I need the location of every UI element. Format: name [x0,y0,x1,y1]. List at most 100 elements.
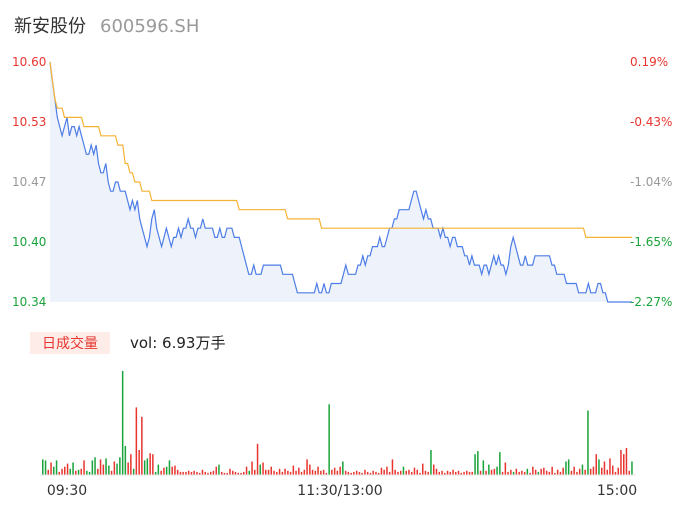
volume-bar [75,470,77,475]
volume-bar [416,469,419,475]
y-tick-right: -2.27% [630,295,672,309]
x-tick-label: 09:30 [47,483,87,499]
y-axis-left-price: 10.60 10.53 10.47 10.40 10.34 [12,55,46,309]
volume-bar [201,469,204,475]
volume-bar [108,465,110,475]
volume-bar [171,466,173,475]
volume-bar [113,461,116,475]
volume-bar [317,466,319,475]
volume-bar [342,461,344,475]
volume-bar [287,470,289,475]
volume-bar [53,466,55,475]
volume-bars [42,371,633,475]
y-tick-left: 10.40 [12,235,46,249]
volume-bar [625,448,628,475]
volume-bar [331,469,333,475]
volume-bar [576,471,578,475]
volume-bar [587,410,589,475]
volume-bar [614,471,617,475]
volume-bar [400,470,402,475]
volume-bar [245,466,248,475]
volume-bar [452,469,454,475]
volume-bar [102,464,105,475]
volume-bar [259,464,262,475]
volume-bar [609,458,611,475]
y-tick-right: -1.04% [630,175,672,189]
volume-bar [130,454,132,475]
volume-bar [55,460,58,475]
volume-bar [361,472,363,475]
volume-bar [554,472,556,475]
volume-bar [256,443,259,475]
volume-bar [504,462,507,475]
volume-bar [50,462,52,475]
volume-bar [534,469,537,475]
y-tick-right: -0.43% [630,115,672,129]
volume-bar [482,460,485,475]
volume-bar [433,464,435,475]
volume-tab-bg[interactable] [30,332,110,354]
volume-bar [212,470,215,475]
volume-bar [270,466,273,475]
volume-bar [543,467,545,475]
volume-bar [581,464,584,475]
volume-bar [490,469,493,475]
y-tick-left: 10.34 [12,295,46,309]
volume-bar [215,466,218,475]
volume-bar [559,471,562,475]
volume-bar [545,470,548,475]
volume-bar [383,469,385,475]
volume-bar [143,460,146,475]
volume-bar [556,469,559,475]
volume-bar [306,459,308,475]
volume-bar [598,459,600,475]
volume-bar [540,468,542,475]
average-price-line [49,61,632,238]
volume-bar [449,471,452,475]
volume-value-label: vol: 6.93万手 [130,334,225,352]
volume-bar [493,468,496,475]
volume-bar [377,472,380,475]
volume-bar [83,460,85,475]
volume-bar [477,451,479,475]
volume-bar [430,450,432,475]
volume-bar [565,461,567,475]
volume-tab-label[interactable]: 日成交量 [42,335,98,352]
volume-bar [185,471,187,475]
volume-bar [595,454,598,475]
volume-bar [187,470,190,475]
volume-bar [267,469,270,475]
volume-bar [499,452,501,475]
volume-bar [80,468,83,475]
volume-bar [526,468,529,475]
volume-bar [105,458,107,475]
volume-bar [573,466,575,475]
volume-bar [496,466,498,475]
volume-bar [446,470,449,475]
volume-bar [419,472,421,475]
volume-bar [372,470,374,475]
volume-bar [240,472,242,475]
volume-bar [276,471,278,475]
volume-bar [163,467,165,475]
volume-bar [204,471,207,475]
volume-bar [311,469,314,475]
volume-bar [405,470,408,475]
volume-bar [160,470,162,475]
volume-bar [408,469,410,475]
volume-bar [110,470,113,475]
volume-bar [66,463,69,475]
volume-bar [127,462,129,475]
volume-bar [548,471,551,475]
volume-bar [251,461,253,475]
volume-bar [325,472,328,475]
volume-bar [551,466,553,475]
volume-bar [168,460,171,475]
volume-bar [174,465,176,475]
volume-bar [612,465,614,475]
volume-bar [466,470,468,475]
stock-code: 600596.SH [100,16,199,37]
volume-bar [515,468,518,475]
volume-bar [198,472,201,475]
